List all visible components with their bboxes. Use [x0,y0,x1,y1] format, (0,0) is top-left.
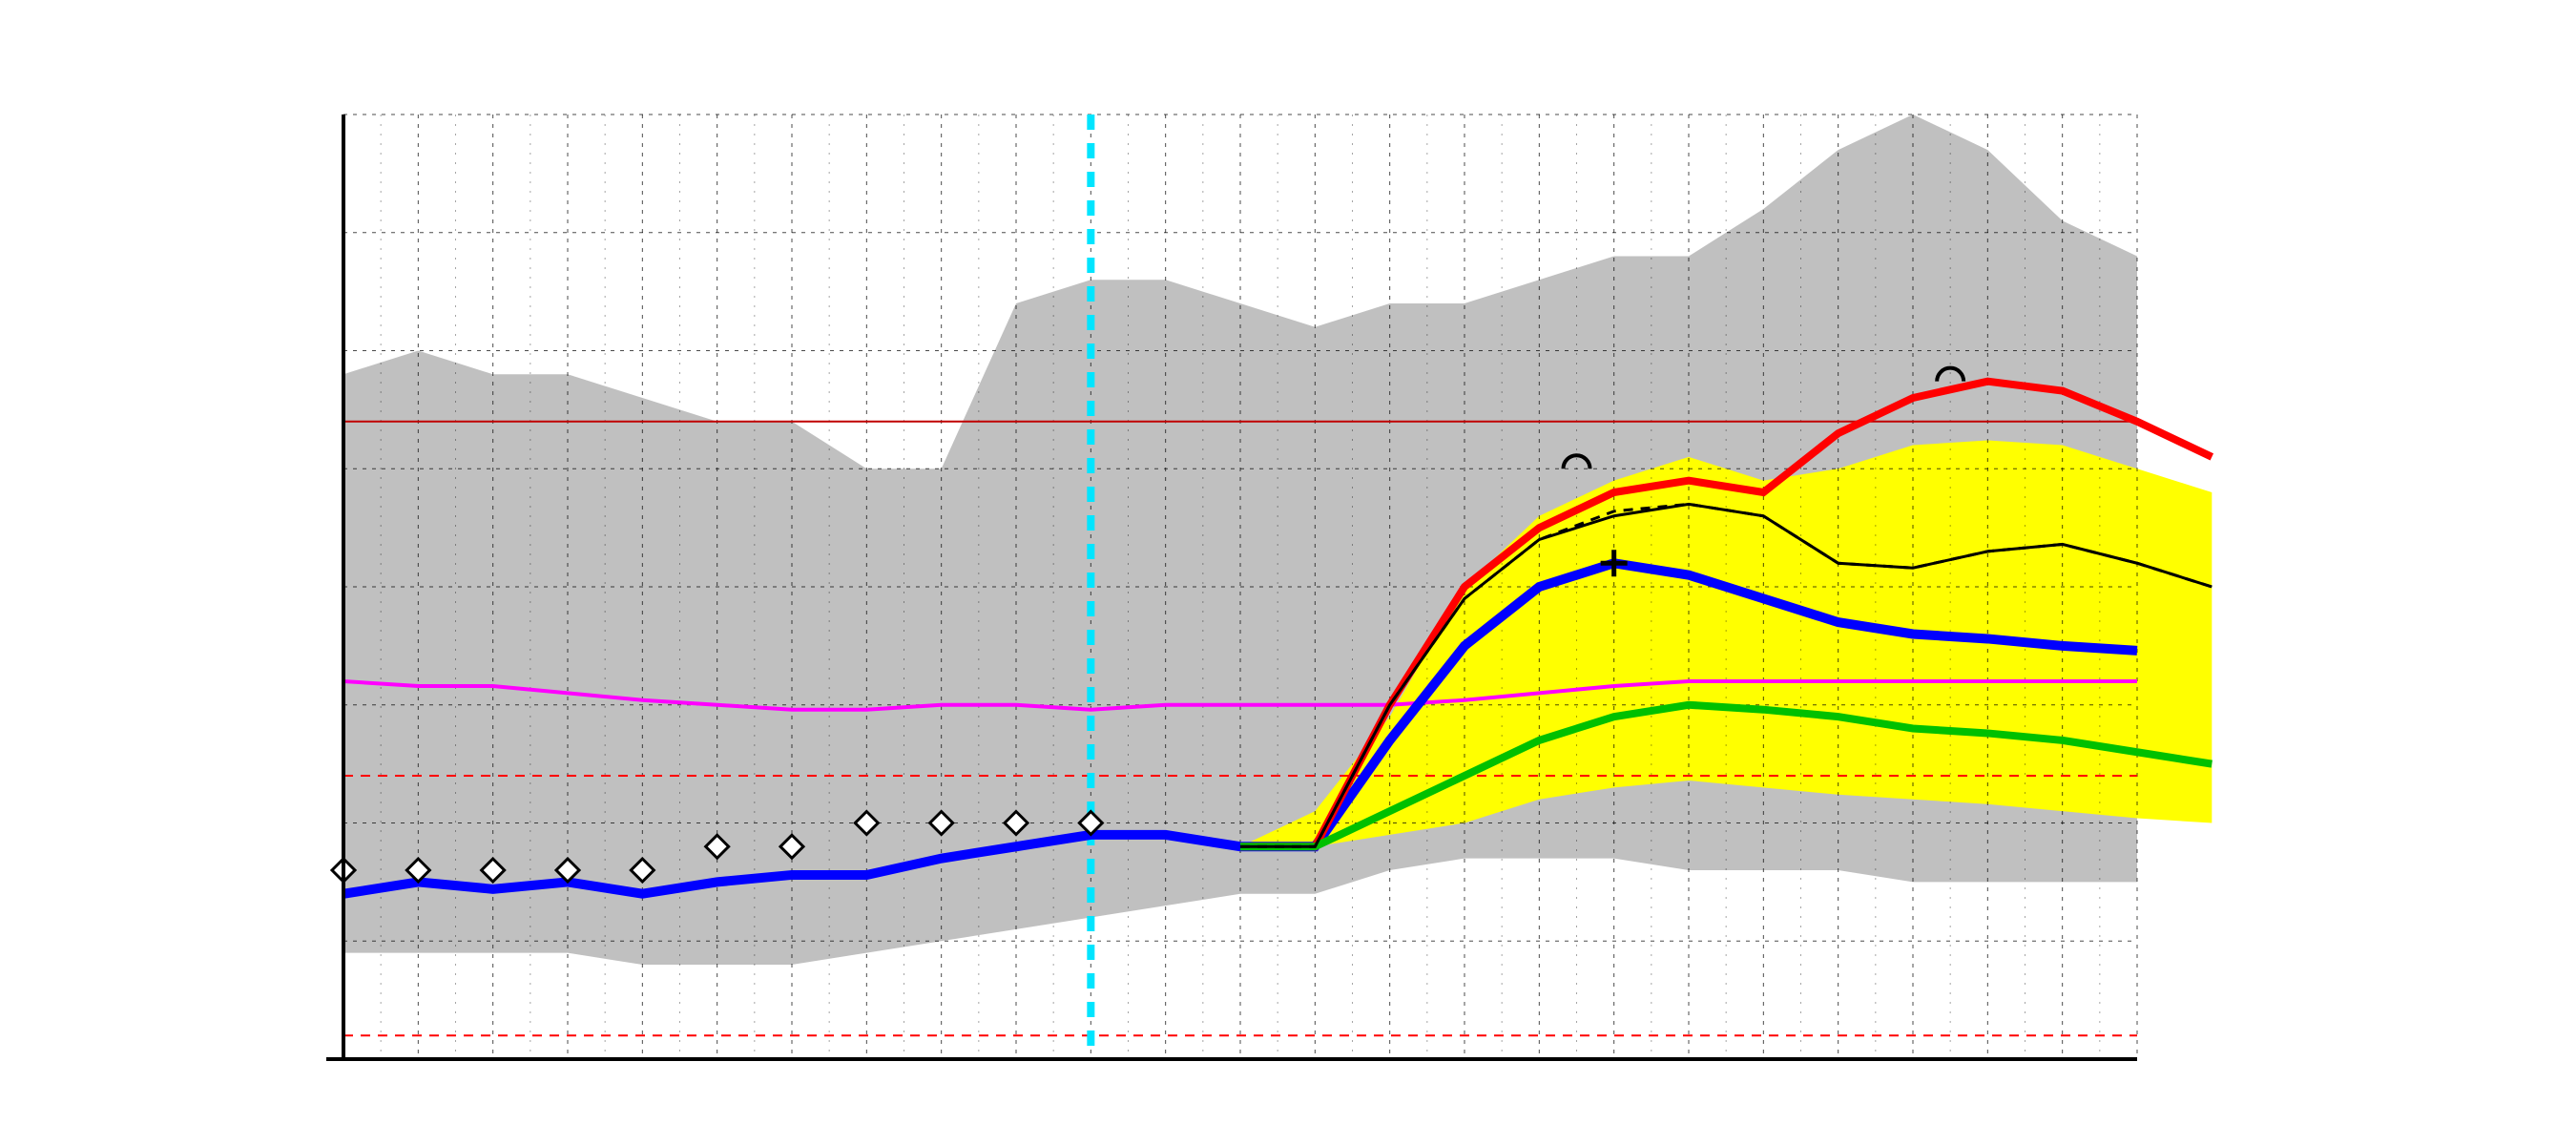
water-level-chart [0,0,2576,1145]
